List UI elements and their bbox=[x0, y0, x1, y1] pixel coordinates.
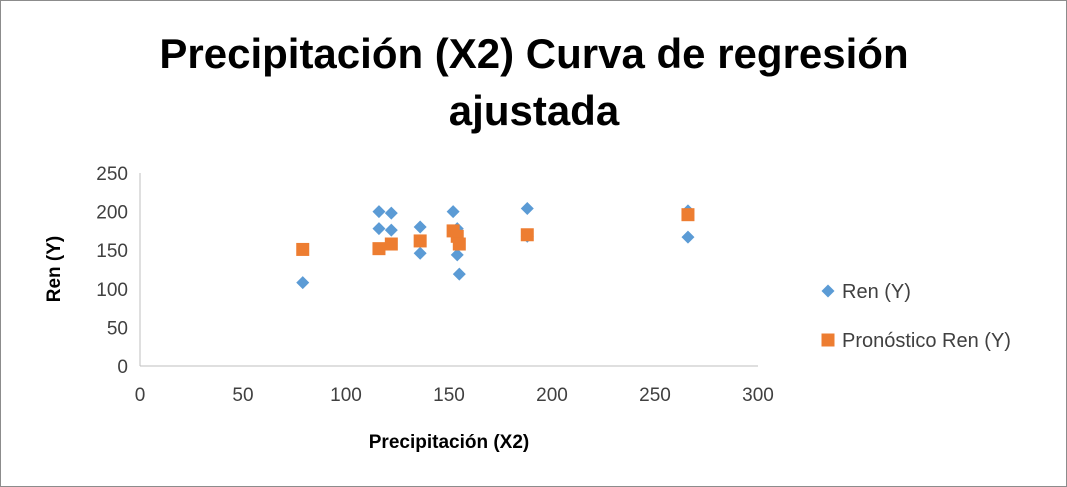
data-point-square bbox=[520, 228, 534, 242]
data-point-diamond bbox=[446, 205, 460, 219]
legend-marker bbox=[821, 333, 835, 347]
legend-marker bbox=[821, 284, 835, 298]
legend-item-pronostico-ren-y: Pronóstico Ren (Y) bbox=[821, 330, 1011, 352]
data-point-diamond bbox=[413, 246, 427, 260]
data-point-diamond bbox=[296, 276, 310, 290]
data-point-square bbox=[384, 237, 398, 251]
data-point-diamond bbox=[372, 205, 386, 219]
x-tick-label: 250 bbox=[639, 385, 671, 406]
series-pronostico-ren-y bbox=[296, 208, 695, 256]
legend-label: Ren (Y) bbox=[842, 281, 911, 303]
data-point-square bbox=[372, 242, 386, 256]
chart-title-line-1: Precipitación (X2) Curva de regresión bbox=[159, 30, 908, 77]
legend-item-ren-y: Ren (Y) bbox=[821, 281, 911, 303]
data-point-diamond bbox=[681, 230, 695, 244]
x-tick-label: 300 bbox=[742, 385, 774, 406]
axes bbox=[139, 173, 758, 367]
data-point-diamond bbox=[450, 248, 464, 262]
legend-label: Pronóstico Ren (Y) bbox=[842, 330, 1011, 352]
legend: Ren (Y) Pronóstico Ren (Y) bbox=[821, 281, 1011, 352]
x-tick-label: 150 bbox=[433, 385, 465, 406]
chart-title-line-2: ajustada bbox=[449, 87, 620, 134]
data-marks bbox=[296, 202, 695, 290]
data-point-square bbox=[681, 208, 695, 222]
y-tick-label: 50 bbox=[107, 318, 128, 339]
y-tick-label: 250 bbox=[96, 164, 128, 185]
y-axis-title: Ren (Y) bbox=[44, 236, 65, 303]
y-tick-label: 0 bbox=[117, 357, 128, 378]
x-tick-label: 50 bbox=[232, 385, 253, 406]
data-point-square bbox=[452, 237, 466, 251]
x-tick-label: 200 bbox=[536, 385, 568, 406]
y-tick-label: 150 bbox=[96, 241, 128, 262]
data-point-diamond bbox=[384, 223, 398, 237]
data-point-square bbox=[413, 234, 427, 248]
tick-labels: 0 50 100 150 200 250 0 50 100 150 200 250 300 bbox=[96, 164, 774, 406]
data-point-diamond bbox=[452, 267, 466, 281]
y-tick-label: 200 bbox=[96, 203, 128, 224]
x-tick-label: 100 bbox=[330, 385, 362, 406]
data-point-diamond bbox=[372, 222, 386, 236]
data-point-square bbox=[296, 242, 310, 256]
data-point-diamond bbox=[413, 220, 427, 234]
data-point-diamond bbox=[520, 202, 534, 216]
series-ren-y bbox=[296, 202, 695, 290]
x-axis-title: Precipitación (X2) bbox=[369, 432, 530, 453]
y-tick-label: 100 bbox=[96, 280, 128, 301]
x-tick-label: 0 bbox=[135, 385, 146, 406]
data-point-diamond bbox=[384, 206, 398, 220]
